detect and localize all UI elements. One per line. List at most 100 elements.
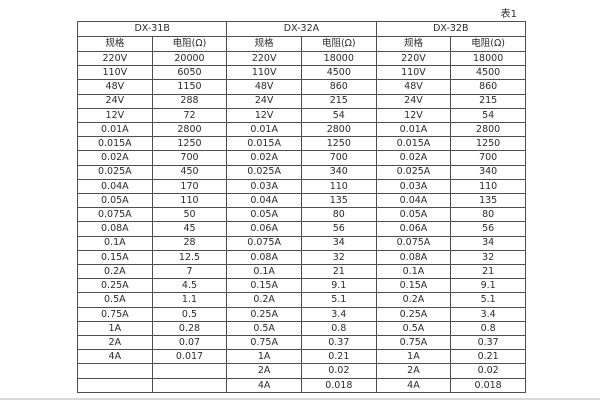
table-row: 2A 0.07 0.75A 0.37 0.75A 0.37 [77, 335, 526, 351]
table-cell: 220V [226, 50, 302, 67]
table-cell: 0.5 [151, 306, 228, 322]
table-cell: 0.02A [375, 150, 452, 166]
table-cell: 1150 [151, 79, 228, 95]
table-cell: 7 [151, 264, 228, 280]
table-row: 110V 6050 110V 4500 110V 4500 [77, 65, 526, 81]
table-cell: 110 [151, 193, 228, 209]
group-header-row: DX-31B DX-32A DX-32B [76, 21, 527, 37]
table-row: 0.5A 1.1 0.2A 5.1 0.2A 5.1 [77, 292, 526, 308]
table-row: 0.025A 450 0.025A 340 0.025A 340 [77, 164, 526, 180]
table-cell: 0.25A [375, 306, 452, 322]
table-cell: 21 [300, 264, 377, 280]
table-cell: 700 [151, 150, 228, 166]
table-cell: 0.28 [151, 320, 228, 337]
table-cell: 4A [226, 377, 302, 394]
table-cell: 1250 [450, 136, 526, 152]
table-cell: 0.75A [226, 335, 302, 351]
table-cell: 0.05A [226, 207, 302, 223]
table-cell: 0.02 [300, 363, 377, 379]
table-cell: 0.01A [375, 122, 452, 138]
table-cell: 45 [151, 221, 228, 237]
table-cell: 450 [151, 164, 228, 180]
table-row: 0.075A 50 0.05A 80 0.05A 80 [77, 207, 526, 223]
table-cell: 0.03A [375, 178, 452, 195]
table-cell: 0.015A [375, 136, 452, 152]
table-cell: 5.1 [450, 292, 526, 308]
table-cell: 170 [151, 178, 228, 195]
col-header-spec-2: 规格 [226, 36, 302, 52]
table-cell: 0.01A [77, 122, 153, 138]
table-cell: 1A [226, 349, 302, 365]
table-cell: 28 [151, 235, 228, 251]
table-cell: 48V [226, 79, 302, 95]
table-cell: 2A [226, 363, 302, 379]
table-cell: 0.08A [77, 221, 153, 237]
table-cell: 0.15A [77, 249, 153, 266]
table-cell: 1250 [151, 136, 228, 152]
table-cell: 0.03A [226, 178, 302, 195]
table-cell: 0.25A [77, 278, 153, 294]
table-cell: 0.015A [77, 136, 153, 152]
table-row: 12V 72 12V 54 12V 54 [77, 107, 526, 124]
group-header-dx32b: DX-32B [375, 21, 527, 37]
table-cell: 0.08A [375, 249, 452, 266]
table-cell: 0.8 [450, 320, 526, 337]
table-cell: 24V [375, 93, 452, 109]
table-cell: 3.4 [450, 306, 526, 322]
table-cell: 56 [300, 221, 377, 237]
table-row: 4A 0.017 1A 0.21 1A 0.21 [77, 349, 526, 365]
table-header: DX-31B DX-32A DX-32B 规格 电阻(Ω) 规格 电阻(Ω) 规… [76, 21, 527, 52]
table-cell: 0.1A [375, 264, 452, 280]
table-cell: 34 [300, 235, 377, 251]
table-cell: 0.1A [226, 264, 302, 280]
table-cell: 110V [375, 65, 452, 81]
table-cell: 34 [450, 235, 526, 251]
group-header-dx31b: DX-31B [76, 21, 228, 37]
table-cell: 110 [300, 178, 377, 195]
table-cell: 12.5 [151, 249, 228, 266]
table-cell: 0.025A [226, 164, 302, 180]
table-cell: 0.05A [77, 193, 153, 209]
table-cell: 0.15A [375, 278, 452, 294]
table-cell: 0.21 [300, 349, 377, 365]
table-cell: 0.5A [375, 320, 452, 337]
col-header-spec-3: 规格 [375, 36, 452, 52]
table-row: 0.15A 12.5 0.08A 32 0.08A 32 [77, 249, 526, 266]
table-cell: 0.017 [151, 349, 228, 365]
table-cell: 2800 [450, 122, 526, 138]
table-cell: 72 [151, 107, 228, 124]
table-cell: 54 [300, 107, 377, 124]
table-cell: 2800 [151, 122, 228, 138]
column-header-row: 规格 电阻(Ω) 规格 电阻(Ω) 规格 电阻(Ω) [77, 36, 526, 52]
table-cell: 21 [450, 264, 526, 280]
table-cell: 0.015A [226, 136, 302, 152]
table-cell: 32 [300, 249, 377, 266]
table-cell: 48V [375, 79, 452, 95]
table-cell: 0.02A [77, 150, 153, 166]
table-cell: 9.1 [300, 278, 377, 294]
resistance-spec-table: DX-31B DX-32A DX-32B 规格 电阻(Ω) 规格 电阻(Ω) 规… [76, 21, 527, 394]
table-cell: 700 [300, 150, 377, 166]
table-cell: 18000 [300, 50, 377, 67]
table-cell: 18000 [450, 50, 526, 67]
table-cell: 110V [77, 65, 153, 81]
table-cell: 5.1 [300, 292, 377, 308]
table-cell: 4500 [450, 65, 526, 81]
table-cell: 110 [450, 178, 526, 195]
table-cell: 340 [450, 164, 526, 180]
table-cell: 288 [151, 93, 228, 109]
col-header-resistance-3: 电阻(Ω) [450, 36, 526, 52]
table-row: 0.25A 4.5 0.15A 9.1 0.15A 9.1 [77, 278, 526, 294]
table-cell: 0.37 [300, 335, 377, 351]
table-caption: 表1 [500, 9, 517, 20]
table-body: 220V 20000 220V 18000 220V 18000 110V 6050 110V 4… [77, 50, 526, 394]
table-cell: 0.05A [375, 207, 452, 223]
table-cell: 0.5A [77, 292, 153, 308]
table-row: 48V 1150 48V 860 48V 860 [77, 79, 526, 95]
table-cell: 2800 [300, 122, 377, 138]
table-cell: 0.018 [450, 377, 526, 394]
image-bottom-edge [0, 398, 600, 400]
table-cell: 12V [226, 107, 302, 124]
table-cell: 215 [300, 93, 377, 109]
